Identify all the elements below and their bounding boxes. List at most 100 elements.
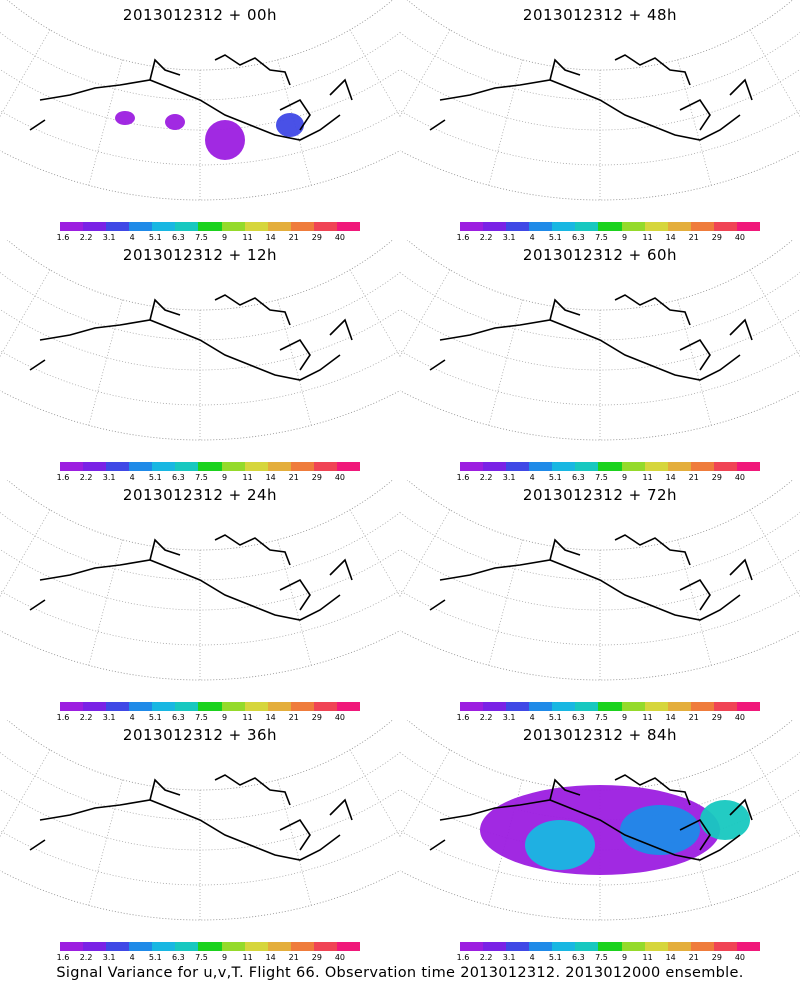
colorbar-label: 11: [242, 953, 253, 962]
coastline: [429, 534, 753, 621]
colorbar-label: 3.1: [502, 713, 516, 722]
colorbar-swatch: [552, 942, 576, 951]
colorbar-swatch: [221, 462, 245, 471]
colorbar-swatch: [244, 222, 268, 231]
colorbar-swatch: [598, 222, 622, 231]
colorbar-swatch: [736, 702, 761, 711]
colorbar-label: 3.1: [102, 473, 116, 482]
polar-map: [400, 480, 800, 681]
polar-map: [0, 0, 400, 201]
colorbar-swatch: [336, 942, 361, 951]
coastline: [429, 774, 753, 861]
colorbar-swatch: [221, 702, 245, 711]
colorbar-label: 7.5: [595, 953, 608, 962]
colorbar-swatch: [60, 702, 84, 711]
colorbar-label: 9: [221, 473, 228, 482]
colorbar-swatch: [506, 942, 530, 951]
colorbar-swatch: [175, 702, 199, 711]
forecast-panel: 2013012312 + 36h 1.6 2.2 3.1 4 5.1 6.3 7.5 9 11 14…: [0, 720, 400, 962]
colorbar-swatch: [83, 462, 107, 471]
forecast-panel: 2013012312 + 12h 1.6 2.2 3.1 4 5.1 6.3 7.5 9 11 14…: [0, 240, 400, 482]
panel-title: 2013012312 + 24h: [122, 486, 278, 504]
colorbar-label: 6.3: [172, 473, 185, 482]
colorbar-label: 9: [621, 233, 628, 242]
colorbar-swatch: [736, 942, 761, 951]
colorbar-label: 21: [288, 953, 299, 962]
colorbar-label: 1.6: [456, 233, 470, 242]
colorbar-swatch: [244, 462, 268, 471]
colorbar-label: 21: [688, 953, 699, 962]
coastline: [29, 534, 353, 621]
colorbar-swatch: [506, 462, 530, 471]
colorbar-swatch: [598, 942, 622, 951]
colorbar-label: 21: [288, 473, 299, 482]
forecast-panel: 2013012312 + 48h 1.6 2.2 3.1 4 5.1 6.3 7.5 9 11 14…: [400, 0, 800, 242]
colorbar: [60, 702, 361, 711]
colorbar-label: 29: [311, 713, 322, 722]
panel-title: 2013012312 + 84h: [522, 726, 678, 744]
colorbar-label: 2.2: [79, 473, 93, 482]
colorbar-label: 7.5: [195, 473, 208, 482]
colorbar-swatch: [690, 222, 714, 231]
colorbar-label: 2.2: [479, 233, 493, 242]
colorbar-label: 3.1: [102, 233, 116, 242]
colorbar-label: 11: [642, 713, 653, 722]
longitude-gridline: [277, 779, 312, 906]
colorbar-swatch: [460, 222, 484, 231]
polar-map: [0, 480, 400, 681]
colorbar: [460, 942, 761, 951]
longitude-gridline: [0, 269, 51, 358]
colorbar-label: 4: [529, 713, 535, 722]
polar-map: [0, 720, 400, 921]
colorbar-label: 6.3: [572, 953, 585, 962]
colorbar-swatch: [129, 702, 153, 711]
longitude-gridline: [0, 749, 51, 838]
longitude-gridline: [349, 269, 400, 358]
colorbar-swatch: [290, 462, 314, 471]
colorbar-label: 6.3: [172, 233, 185, 242]
longitude-gridline: [488, 59, 523, 186]
colorbar-label: 29: [311, 953, 322, 962]
longitude-gridline: [677, 539, 712, 666]
colorbar-label: 11: [642, 233, 653, 242]
colorbar-label: 5.1: [548, 713, 562, 722]
colorbar-swatch: [483, 942, 507, 951]
colorbar-swatch: [244, 942, 268, 951]
colorbar-label: 2.2: [79, 713, 93, 722]
colorbar-label: 6.3: [572, 473, 585, 482]
colorbar-label: 4: [529, 953, 535, 962]
longitude-gridline: [349, 509, 400, 598]
colorbar-swatch: [198, 222, 222, 231]
colorbar-swatch: [506, 702, 530, 711]
colorbar-swatch: [313, 222, 337, 231]
colorbar-label: 2.2: [479, 953, 493, 962]
colorbar-label: 9: [621, 713, 628, 722]
colorbar-label: 40: [734, 233, 746, 242]
colorbar-label: 4: [529, 473, 535, 482]
colorbar-label: 3.1: [102, 713, 116, 722]
colorbar-label: 11: [242, 233, 253, 242]
colorbar-label: 21: [688, 233, 699, 242]
colorbar-swatch: [667, 942, 691, 951]
longitude-gridline: [400, 749, 451, 838]
colorbar-swatch: [690, 942, 714, 951]
colorbar-label: 14: [665, 473, 676, 482]
colorbar-label: 1.6: [456, 953, 470, 962]
longitude-gridline: [749, 269, 800, 358]
panel-title: 2013012312 + 00h: [122, 6, 278, 24]
colorbar-swatch: [336, 462, 361, 471]
colorbar-swatch: [106, 462, 130, 471]
colorbar-label: 40: [334, 953, 346, 962]
colorbar-label: 40: [734, 473, 746, 482]
colorbar-label: 1.6: [56, 233, 70, 242]
colorbar-label: 11: [642, 953, 653, 962]
colorbar: [460, 702, 761, 711]
colorbar-labels: 1.6 2.2 3.1 4 5.1 6.3 7.5 9 11 14 21 29 40: [57, 473, 360, 485]
longitude-gridline: [749, 29, 800, 118]
colorbar-label: 1.6: [56, 953, 70, 962]
colorbar-label: 40: [734, 713, 746, 722]
colorbar-label: 1.6: [456, 473, 470, 482]
colorbar-label: 7.5: [595, 473, 608, 482]
colorbar-swatch: [575, 942, 599, 951]
colorbar-label: 40: [334, 233, 346, 242]
